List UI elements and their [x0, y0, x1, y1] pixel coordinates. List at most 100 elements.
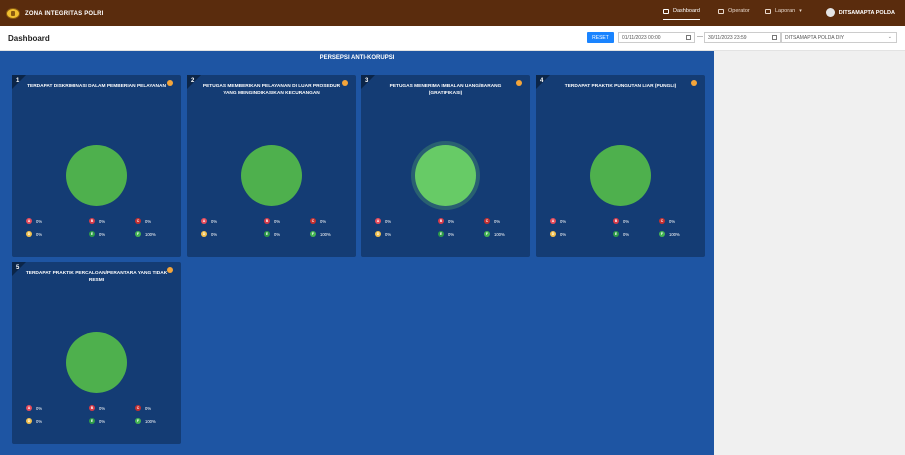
legend-value: 0%	[274, 231, 281, 237]
info-icon[interactable]	[691, 80, 697, 86]
nav-dashboard[interactable]: Dashboard	[663, 8, 700, 20]
legend-value: 0%	[145, 405, 152, 411]
legend-item[interactable]: E 0%	[613, 231, 629, 237]
legend-value: 0%	[211, 218, 218, 224]
card-title: TERDAPAT PRAKTIK PUNGUTAN LIAR (PUNGLI)	[564, 84, 677, 89]
legend-dot: A	[26, 405, 32, 411]
legend-dot: C	[484, 218, 490, 224]
legend-value: 0%	[560, 218, 567, 224]
page-title: Dashboard	[8, 34, 50, 43]
user-menu[interactable]: DITSAMAPTA POLDA	[825, 8, 895, 17]
chart-card-2: 2 PETUGAS MEMBERIKAN PELAYANAN DI LUAR PR…	[187, 75, 356, 257]
legend-value: 0%	[99, 231, 106, 237]
legend-value: 0%	[36, 218, 43, 224]
legend-item[interactable]: C 0%	[484, 218, 500, 224]
legend-item[interactable]: B 0%	[264, 218, 280, 224]
nav-laporan-label: Laporan	[775, 8, 796, 14]
legend-item[interactable]: C 0%	[659, 218, 675, 224]
info-icon[interactable]	[167, 80, 173, 86]
legend-item[interactable]: F 100%	[659, 231, 680, 237]
legend-item[interactable]: D 0%	[26, 231, 42, 237]
legend-item[interactable]: C 0%	[135, 405, 151, 411]
date-to-input[interactable]: 30/11/2023 23:59	[704, 32, 781, 43]
legend-dot: E	[438, 231, 444, 237]
card-title: TERDAPAT PRAKTIK PERCALOAN/PERANTARA YAN…	[25, 271, 168, 283]
legend-item[interactable]: C 0%	[135, 218, 151, 224]
legend-item[interactable]: F 100%	[135, 418, 156, 424]
date-separator: —	[697, 34, 703, 40]
legend-item[interactable]: A 0%	[550, 218, 566, 224]
legend-item[interactable]: F 100%	[484, 231, 505, 237]
legend-item[interactable]: F 100%	[310, 231, 331, 237]
legend-value: 0%	[669, 218, 676, 224]
legend-item[interactable]: E 0%	[89, 231, 105, 237]
legend-dot: A	[26, 218, 32, 224]
chart-card-3: 3 PETUGAS MENERIMA IMBALAN UANG/BARANG (G…	[361, 75, 530, 257]
legend-dot: C	[135, 218, 141, 224]
legend-dot: D	[201, 231, 207, 237]
card-title: TERDAPAT DISKRIMINASI DALAM PEMBERIAN PE…	[27, 84, 166, 89]
calendar-icon[interactable]	[686, 35, 691, 40]
brand[interactable]: ZONA INTEGRITAS POLRI	[6, 7, 104, 20]
legend-item[interactable]: B 0%	[89, 405, 105, 411]
legend-item[interactable]: B 0%	[613, 218, 629, 224]
legend-dot: E	[89, 231, 95, 237]
nav-operator-label: Operator	[728, 8, 750, 14]
legend-item[interactable]: B 0%	[89, 218, 105, 224]
legend-dot: D	[26, 231, 32, 237]
chevron-down-icon: ⌄	[887, 34, 892, 40]
legend-item[interactable]: D 0%	[201, 231, 217, 237]
legend-value: 0%	[494, 218, 501, 224]
reset-button[interactable]: RESET	[587, 32, 614, 43]
legend-value: 0%	[320, 218, 327, 224]
legend-dot: D	[550, 231, 556, 237]
polri-logo-icon	[6, 8, 20, 19]
card-title: PETUGAS MENERIMA IMBALAN UANG/BARANG (GR…	[389, 84, 502, 96]
avatar	[825, 8, 835, 17]
unit-select[interactable]: DITSAMAPTA POLDA DIY ⌄	[781, 32, 897, 43]
date-from-input[interactable]: 01/11/2023 00:00	[618, 32, 695, 43]
legend-item[interactable]: A 0%	[26, 218, 42, 224]
dashboard-icon	[663, 8, 669, 14]
legend-item[interactable]: E 0%	[264, 231, 280, 237]
legend-value: 0%	[99, 405, 106, 411]
pie-chart[interactable]	[241, 145, 302, 206]
unit-select-value: DITSAMAPTA POLDA DIY	[785, 35, 845, 41]
pie-chart[interactable]	[66, 145, 127, 206]
calendar-icon[interactable]	[772, 35, 777, 40]
info-icon[interactable]	[342, 80, 348, 86]
legend-dot: E	[89, 418, 95, 424]
legend-item[interactable]: F 100%	[135, 231, 156, 237]
legend-item[interactable]: C 0%	[310, 218, 326, 224]
legend-dot: E	[613, 231, 619, 237]
legend-item[interactable]: E 0%	[89, 418, 105, 424]
nav-laporan[interactable]: Laporan ▾	[765, 8, 802, 14]
nav-dashboard-label: Dashboard	[673, 8, 700, 14]
legend-item[interactable]: E 0%	[438, 231, 454, 237]
info-icon[interactable]	[516, 80, 522, 86]
operator-icon	[718, 8, 724, 14]
legend-item[interactable]: D 0%	[26, 418, 42, 424]
pie-chart[interactable]	[66, 332, 127, 393]
legend-value: 0%	[145, 218, 152, 224]
section-title: PERSEPSI ANTI-KORUPSI	[319, 55, 395, 61]
nav-operator[interactable]: Operator	[718, 8, 750, 14]
legend-dot: B	[264, 218, 270, 224]
legend-item[interactable]: A 0%	[201, 218, 217, 224]
legend-dot: F	[310, 231, 316, 237]
legend-item[interactable]: A 0%	[375, 218, 391, 224]
legend-value: 0%	[448, 231, 455, 237]
legend-value: 0%	[623, 218, 630, 224]
legend-item[interactable]: B 0%	[438, 218, 454, 224]
chart-card-1: 1 TERDAPAT DISKRIMINASI DALAM PEMBERIAN P…	[12, 75, 181, 257]
report-icon	[765, 8, 771, 14]
legend-item[interactable]: D 0%	[375, 231, 391, 237]
pie-chart[interactable]	[415, 145, 476, 206]
legend-dot: B	[89, 218, 95, 224]
legend-item[interactable]: A 0%	[26, 405, 42, 411]
legend-dot: B	[613, 218, 619, 224]
legend-value: 0%	[36, 231, 43, 237]
legend-item[interactable]: D 0%	[550, 231, 566, 237]
pie-chart[interactable]	[590, 145, 651, 206]
info-icon[interactable]	[167, 267, 173, 273]
